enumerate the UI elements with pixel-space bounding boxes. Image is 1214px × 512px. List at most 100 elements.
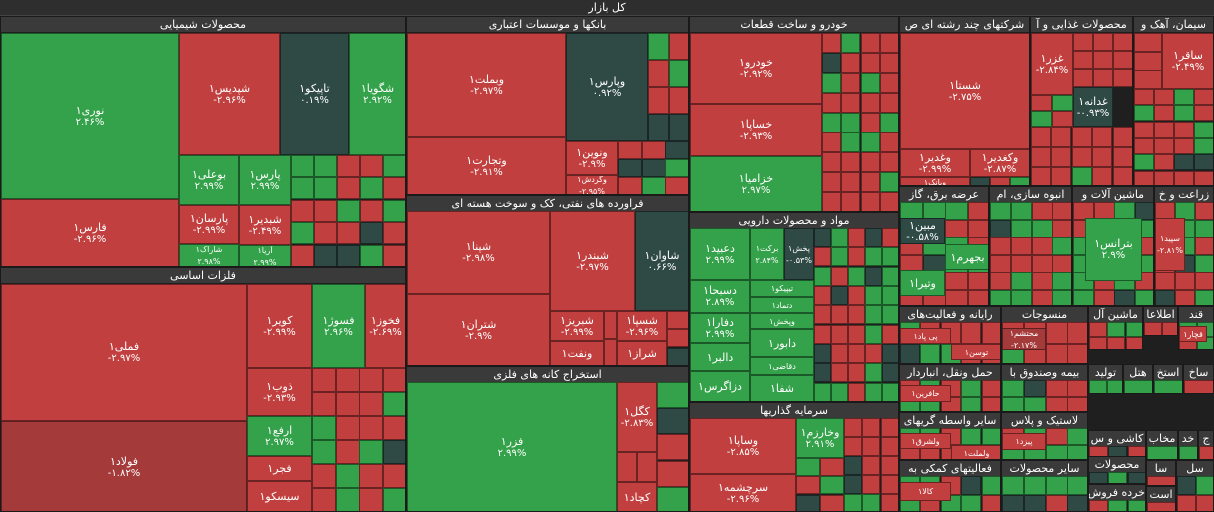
small-stock-tile[interactable] <box>648 60 669 87</box>
small-stock-tile[interactable] <box>822 172 841 192</box>
small-stock-tile[interactable] <box>1107 322 1125 337</box>
small-stock-tile[interactable] <box>1002 495 1024 511</box>
stock-tile[interactable]: شبدیر۱ -۲.۴۹% <box>239 205 291 245</box>
small-stock-tile[interactable] <box>968 272 988 290</box>
small-stock-tile[interactable] <box>862 494 880 511</box>
stock-tile[interactable]: توسن۱ <box>951 344 1000 360</box>
stock-tile[interactable]: دابور۱ <box>750 329 814 357</box>
small-stock-tile[interactable] <box>844 418 862 437</box>
small-stock-tile[interactable] <box>360 245 383 266</box>
small-stock-tile[interactable] <box>604 339 617 365</box>
small-stock-tile[interactable] <box>848 344 865 363</box>
small-stock-tile[interactable] <box>1108 446 1127 459</box>
sector-block[interactable]: رایانه و فعالیت‌های پی پاد۱ توسن۱ <box>899 306 1001 364</box>
sector-block[interactable]: مواد و محصولات دارویی دعبید۱ ۲.۹۹% برکت۱ ۲.۸… <box>689 212 899 402</box>
small-stock-tile[interactable] <box>1174 105 1194 121</box>
small-stock-tile[interactable] <box>1147 476 1175 485</box>
stock-tile[interactable]: بوعلی۱ ۲.۹۹% <box>179 155 239 205</box>
small-stock-tile[interactable] <box>1108 472 1127 483</box>
small-stock-tile[interactable] <box>291 155 314 177</box>
small-stock-tile[interactable] <box>841 172 860 192</box>
sector-block[interactable]: سل <box>1176 460 1214 512</box>
small-stock-tile[interactable] <box>1073 290 1094 305</box>
small-stock-tile[interactable] <box>820 476 844 494</box>
small-stock-tile[interactable] <box>831 228 848 247</box>
stock-tile[interactable]: پارسان۱ -۲.۹۹% <box>179 205 239 244</box>
small-stock-tile[interactable] <box>359 368 383 392</box>
small-stock-tile[interactable] <box>882 286 898 305</box>
small-stock-tile[interactable] <box>945 290 968 305</box>
sector-block[interactable]: استخ <box>1153 364 1183 394</box>
small-stock-tile[interactable] <box>841 132 860 152</box>
small-stock-tile[interactable] <box>383 392 405 416</box>
small-stock-tile[interactable] <box>314 222 337 244</box>
small-stock-tile[interactable] <box>841 113 860 133</box>
small-stock-tile[interactable] <box>312 440 336 464</box>
small-stock-tile[interactable] <box>831 247 848 266</box>
small-stock-tile[interactable] <box>831 305 848 324</box>
sector-block[interactable]: ساخ <box>1183 364 1214 394</box>
small-stock-tile[interactable] <box>604 311 617 339</box>
small-stock-tile[interactable] <box>1046 428 1068 445</box>
small-stock-tile[interactable] <box>1194 105 1213 121</box>
small-stock-tile[interactable] <box>865 383 882 401</box>
stock-tile[interactable]: تاپیکو۱ ۰.۱۹% <box>280 33 349 155</box>
sector-block[interactable]: خد <box>1178 430 1198 460</box>
small-stock-tile[interactable] <box>1094 290 1115 305</box>
small-stock-tile[interactable] <box>945 202 968 220</box>
sector-block[interactable]: اطلاعا <box>1143 306 1178 336</box>
stock-tile[interactable]: پارس۱ ۲.۹۹% <box>239 155 291 205</box>
small-stock-tile[interactable] <box>1032 290 1053 305</box>
stock-tile[interactable]: وپارس۱ ۰.۹۲% <box>566 33 648 141</box>
stock-tile[interactable]: آریا۱ ۲.۹۹% <box>239 245 291 266</box>
stock-tile[interactable]: دتماد۱ <box>750 297 814 313</box>
small-stock-tile[interactable] <box>1052 290 1071 305</box>
small-stock-tile[interactable] <box>360 155 383 177</box>
stock-tile[interactable]: شراز۱ <box>617 341 667 365</box>
small-stock-tile[interactable] <box>1067 476 1087 495</box>
small-stock-tile[interactable] <box>1113 69 1132 87</box>
small-stock-tile[interactable] <box>882 325 898 344</box>
stock-tile[interactable]: نوری۱ ۲.۴۶% <box>1 33 179 199</box>
small-stock-tile[interactable] <box>1154 154 1174 170</box>
small-stock-tile[interactable] <box>312 464 336 488</box>
small-stock-tile[interactable] <box>982 428 1000 445</box>
small-stock-tile[interactable] <box>665 141 688 159</box>
small-stock-tile[interactable] <box>841 33 860 53</box>
small-stock-tile[interactable] <box>862 418 880 437</box>
small-stock-tile[interactable] <box>1134 52 1162 71</box>
stock-tile[interactable]: خودرو۱ -۲.۹۲% <box>690 33 822 104</box>
small-stock-tile[interactable] <box>1174 122 1194 138</box>
small-stock-tile[interactable] <box>945 272 968 290</box>
small-stock-tile[interactable] <box>312 416 336 440</box>
small-stock-tile[interactable] <box>1174 138 1194 154</box>
small-stock-tile[interactable] <box>669 87 688 114</box>
sector-block[interactable]: لاستیک و پلاس پیزد۱ <box>1001 412 1088 460</box>
small-stock-tile[interactable] <box>1067 445 1087 459</box>
small-stock-tile[interactable] <box>1031 167 1051 185</box>
small-stock-tile[interactable] <box>861 113 880 133</box>
small-stock-tile[interactable] <box>865 267 882 286</box>
small-stock-tile[interactable] <box>990 177 1010 185</box>
small-stock-tile[interactable] <box>844 475 862 494</box>
small-stock-tile[interactable] <box>383 222 405 244</box>
small-stock-tile[interactable] <box>1194 138 1213 154</box>
stock-tile[interactable]: شبریز۱ -۲.۹۹% <box>550 311 604 341</box>
stock-tile[interactable]: دزاگرس۱ <box>690 371 750 401</box>
small-stock-tile[interactable] <box>1128 500 1145 511</box>
small-stock-tile[interactable] <box>336 368 360 392</box>
small-stock-tile[interactable] <box>667 329 688 347</box>
small-stock-tile[interactable] <box>1072 167 1092 185</box>
stock-tile[interactable]: شپنا۱ -۲.۹۸% <box>407 211 550 294</box>
small-stock-tile[interactable] <box>968 220 988 238</box>
small-stock-tile[interactable] <box>1011 272 1032 290</box>
small-stock-tile[interactable] <box>841 93 860 113</box>
stock-tile[interactable]: ولشرق۱ <box>900 433 951 449</box>
small-stock-tile[interactable] <box>1154 171 1174 185</box>
small-stock-tile[interactable] <box>861 152 880 172</box>
small-stock-tile[interactable] <box>1196 495 1213 511</box>
small-stock-tile[interactable] <box>865 305 882 324</box>
small-stock-tile[interactable] <box>1052 237 1071 255</box>
stock-tile[interactable]: سپید۱ -۲.۸۱% <box>1155 218 1185 271</box>
small-stock-tile[interactable] <box>1072 147 1092 167</box>
